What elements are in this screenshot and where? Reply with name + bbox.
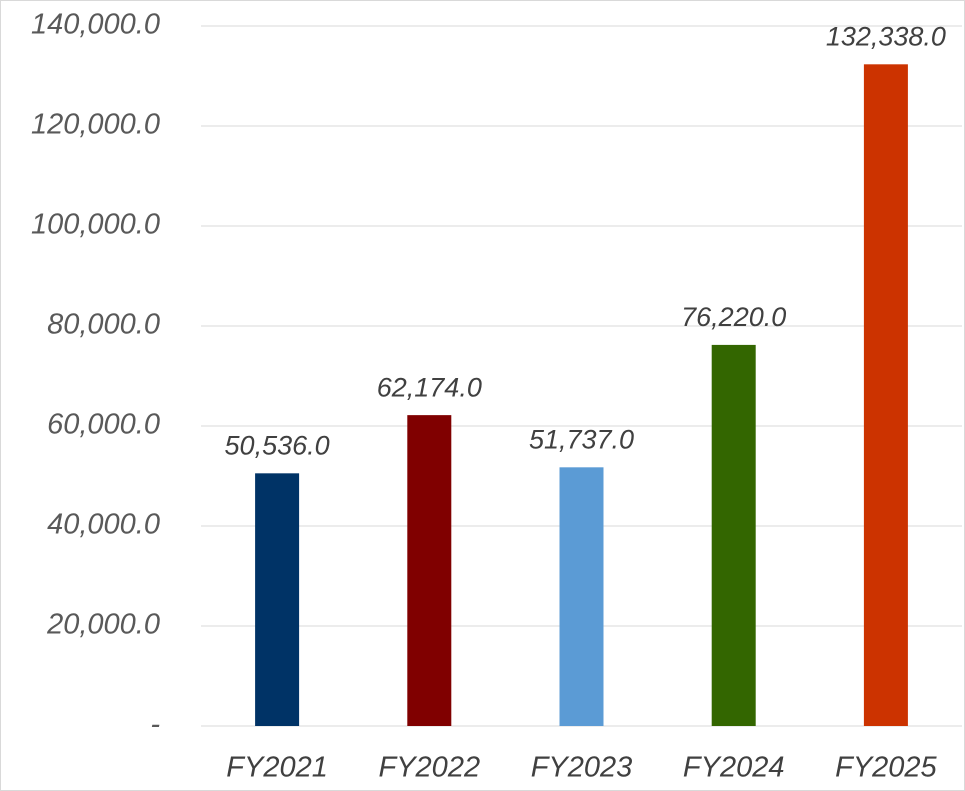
x-tick-label: FY2021 xyxy=(226,752,328,784)
y-tick-label: 100,000.0 xyxy=(31,209,160,241)
y-tick-label: 80,000.0 xyxy=(47,309,160,341)
bar xyxy=(863,64,908,726)
y-tick-label: 120,000.0 xyxy=(31,109,160,141)
y-tick-label: - xyxy=(150,709,160,741)
y-tick-label: 20,000.0 xyxy=(46,609,160,641)
bar xyxy=(711,344,756,726)
value-label: 76,220.0 xyxy=(681,302,786,332)
x-tick-label: FY2025 xyxy=(835,752,937,784)
x-tick-label: FY2023 xyxy=(531,752,633,784)
y-tick-label: 140,000.0 xyxy=(31,9,160,41)
value-label: 51,737.0 xyxy=(529,424,634,454)
bar xyxy=(255,473,300,726)
value-label: 132,338.0 xyxy=(826,21,946,51)
value-label: 50,536.0 xyxy=(225,430,330,460)
y-tick-label: 40,000.0 xyxy=(47,509,160,541)
value-label: 62,174.0 xyxy=(377,372,482,402)
bar xyxy=(559,467,604,726)
y-tick-label: 60,000.0 xyxy=(47,409,160,441)
bar xyxy=(407,415,452,726)
x-tick-label: FY2024 xyxy=(683,752,785,784)
x-tick-label: FY2022 xyxy=(379,752,481,784)
